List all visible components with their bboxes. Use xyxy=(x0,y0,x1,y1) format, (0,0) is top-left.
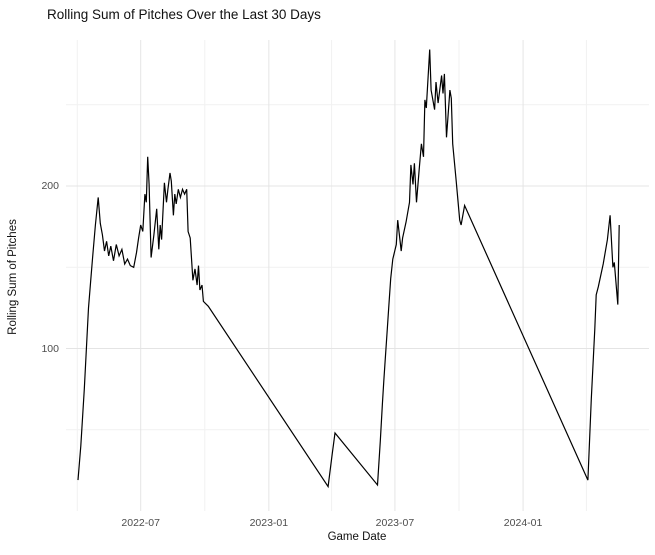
x-axis-title: Game Date xyxy=(327,531,387,543)
y-axis-title: Rolling Sum of Pitches xyxy=(7,219,19,335)
y-tick-label: 100 xyxy=(41,342,59,355)
x-tick-label: 2024-01 xyxy=(503,517,543,529)
series-line-rolling_30day_pitch_sum xyxy=(77,49,620,489)
x-tick-label: 2022-07 xyxy=(121,517,160,529)
x-tick-label: 2023-01 xyxy=(249,517,289,529)
x-tick-label: 2023-07 xyxy=(375,517,415,529)
y-tick-label: 200 xyxy=(41,180,59,192)
chart-title: Rolling Sum of Pitches Over the Last 30 … xyxy=(47,7,321,22)
